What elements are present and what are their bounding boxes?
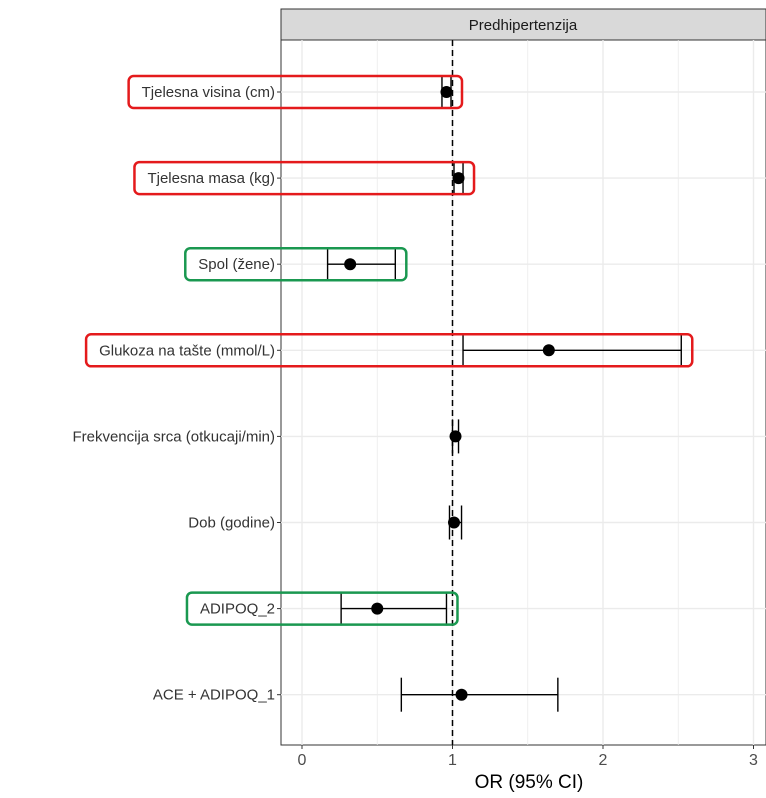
y-tick-label: Tjelesna visina (cm): [142, 84, 275, 101]
plot-panel: [280, 39, 766, 746]
x-tick-label: 0: [298, 752, 307, 769]
grid-lines: [281, 40, 766, 745]
y-tick-label: Spol (žene): [198, 256, 275, 273]
point-estimate: [344, 258, 357, 271]
highlight-boxes: [84, 74, 694, 626]
point-estimate: [449, 430, 462, 443]
point-estimate: [452, 172, 465, 185]
highlight-box-green: [184, 246, 408, 282]
highlight-box-red: [133, 160, 476, 196]
x-tick-label: 3: [749, 752, 758, 769]
panel-strip: [280, 8, 766, 41]
point-estimate: [448, 516, 461, 529]
y-tick-label: Glukoza na tašte (mmol/L): [99, 342, 275, 359]
x-axis-ticks: 0 1 2 3: [298, 745, 758, 769]
panel-strip-title: Predhipertenzija: [469, 17, 578, 34]
x-tick-label: 1: [448, 752, 457, 769]
x-axis-title: OR (95% CI): [475, 772, 584, 793]
y-tick-labels: Tjelesna visina (cm) Tjelesna masa (kg) Sp…: [72, 84, 281, 704]
highlight-box-red: [84, 333, 694, 368]
highlight-box-green: [185, 591, 459, 626]
y-tick-label: ADIPOQ_2: [200, 601, 275, 618]
point-estimate: [455, 688, 468, 701]
y-tick-label: Frekvencija srca (otkucaji/min): [72, 428, 275, 445]
marks-group: [326, 75, 682, 712]
y-tick-label: Tjelesna masa (kg): [147, 170, 275, 187]
point-estimate: [440, 86, 453, 98]
point-estimate: [542, 344, 555, 357]
point-estimate: [371, 602, 384, 615]
highlight-box-red: [127, 74, 464, 110]
y-tick-label: ACE + ADIPOQ_1: [153, 687, 275, 704]
x-tick-label: 2: [599, 752, 608, 769]
y-tick-label: Dob (godine): [188, 515, 275, 532]
